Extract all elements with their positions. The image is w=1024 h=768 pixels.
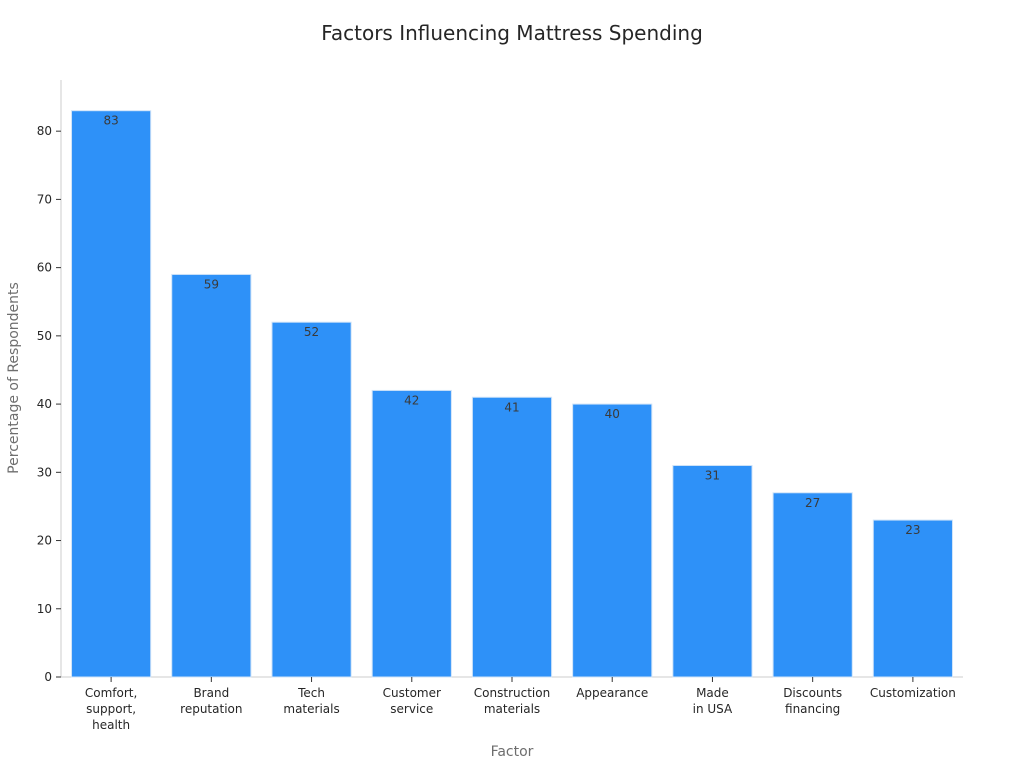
x-tick-label-line: Comfort,	[85, 686, 137, 700]
y-tick-label: 10	[37, 602, 52, 616]
x-tick-label-line: Appearance	[576, 686, 648, 700]
x-tick-label-line: service	[390, 702, 433, 716]
x-tick-label: Made in USA	[693, 686, 733, 716]
x-tick-label-line: Brand	[193, 686, 229, 700]
x-axis-title: Factor	[491, 744, 534, 760]
x-tick-label-line: Made	[696, 686, 729, 700]
x-tick-label: Construction materials	[474, 686, 550, 716]
x-tick-label-line: Discounts	[783, 686, 842, 700]
y-tick-label: 70	[37, 192, 52, 206]
y-tick-label: 80	[37, 124, 52, 138]
bar	[572, 403, 653, 678]
bar	[371, 389, 452, 678]
x-tick-label: Tech materials	[283, 686, 339, 716]
x-tick-label-line: Tech	[297, 686, 325, 700]
bar	[672, 464, 753, 678]
x-tick-label: Appearance	[576, 686, 648, 700]
bar	[872, 519, 953, 678]
x-tick-label-line: materials	[283, 702, 339, 716]
chart-title: Factors Influencing Mattress Spending	[321, 21, 703, 45]
bar	[271, 321, 352, 678]
x-tick-label-line: health	[92, 718, 130, 732]
y-tick-label: 0	[44, 670, 52, 684]
x-tick-label-line: financing	[785, 702, 840, 716]
bar	[171, 273, 252, 678]
plot-area: 0 10 20 30 40 50 60 70 80 83 Comfort, support, healt…	[37, 80, 963, 732]
x-tick-label-line: materials	[484, 702, 540, 716]
y-axis-title: Percentage of Respondents	[6, 282, 22, 474]
bar-value-label: 42	[404, 393, 419, 407]
x-tick-label: Discounts financing	[783, 686, 842, 716]
y-tick-label: 20	[37, 534, 52, 548]
y-tick-label: 50	[37, 329, 52, 343]
x-tick-label: Comfort, support, health	[85, 686, 137, 732]
bar	[471, 396, 553, 678]
y-tick-label: 60	[37, 261, 52, 275]
bar-value-label: 27	[805, 496, 820, 510]
bar-value-label: 40	[605, 407, 620, 421]
bar-value-label: 31	[705, 468, 720, 482]
x-tick-label-line: support,	[86, 702, 136, 716]
x-tick-label: Customer service	[383, 686, 441, 716]
x-tick-label-line: in USA	[693, 702, 733, 716]
x-tick-label-line: Customization	[870, 686, 956, 700]
bar	[772, 492, 853, 678]
x-tick-label: Brand reputation	[180, 686, 242, 716]
y-tick-label: 40	[37, 397, 52, 411]
bar-value-label: 59	[204, 277, 219, 291]
bar	[71, 110, 152, 678]
x-tick-label-line: Customer	[383, 686, 441, 700]
y-tick-label: 30	[37, 465, 52, 479]
bar-value-label: 23	[905, 523, 920, 537]
bar-value-label: 83	[103, 114, 118, 128]
x-tick-label: Customization	[870, 686, 956, 700]
x-tick-label-line: Construction	[474, 686, 550, 700]
bar-value-label: 52	[304, 325, 319, 339]
x-tick-label-line: reputation	[180, 702, 242, 716]
bar-value-label: 41	[504, 400, 519, 414]
